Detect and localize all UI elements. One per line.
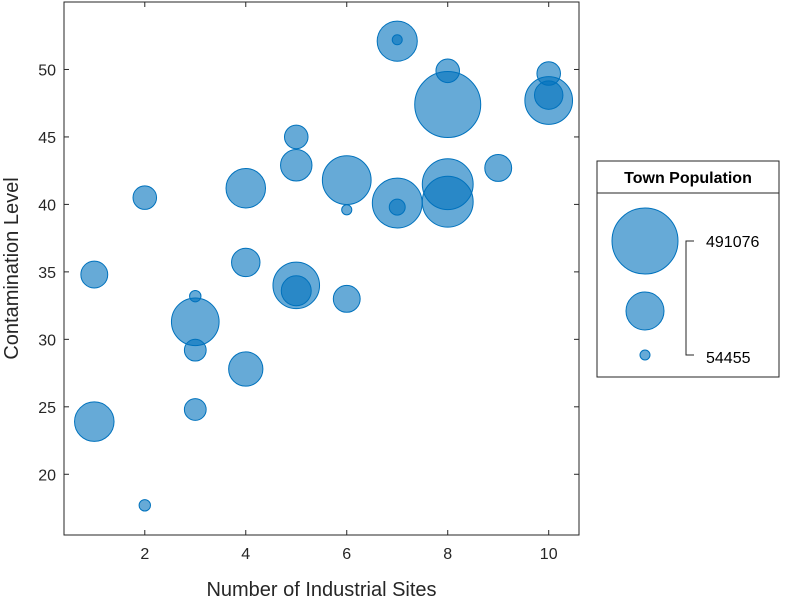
y-tick-label: 30 [38,332,56,349]
x-tick-label: 4 [241,546,250,563]
x-tick-label: 2 [140,546,149,563]
legend-title: Town Population [624,170,752,187]
y-axis-title: Contamination Level [1,177,23,359]
bubble-point-13 [421,175,474,228]
bubble-point-30 [138,499,151,512]
legend-bubble-max [611,207,679,275]
x-tick-label: 6 [342,546,351,563]
bubble-point-17 [225,167,267,209]
x-tick-label: 8 [443,546,452,563]
legend-bracket [685,240,694,356]
bubble-point-4 [414,71,482,139]
bubble-point-28 [183,398,207,421]
y-tick-label: 35 [38,265,56,282]
bubble-point-18 [132,185,158,210]
bubble-point-19 [231,247,261,278]
bubble-layer [74,20,574,512]
bubble-point-9 [280,149,313,182]
bubble-point-7 [533,80,564,110]
bubble-point-27 [228,351,264,387]
size-legend: Town Population 491076 54455 [596,160,780,378]
bubble-point-26 [183,338,207,362]
bubble-point-11 [484,154,513,182]
axes-box [63,1,580,536]
bubble-point-23 [332,284,361,313]
x-axis-title: Number of Industrial Sites [206,579,436,600]
legend-max-label: 491076 [706,234,759,251]
legend-min-label: 54455 [706,350,751,367]
bubble-point-10 [321,155,372,205]
bubble-point-16 [341,204,353,216]
bubble-point-20 [80,260,109,289]
bubble-point-15 [388,198,406,216]
y-tick-label: 50 [38,62,56,79]
y-tick-label: 45 [38,130,56,147]
y-tick-label: 25 [38,400,56,417]
legend-bubble-min [639,349,651,361]
legend-bubble-mid [625,291,665,331]
x-tick-label: 10 [540,546,558,563]
bubble-point-8 [283,124,309,150]
axis-ticks: 2 4 6 8 10 20 25 30 35 40 45 50 [38,2,579,563]
bubble-point-29 [74,401,115,442]
bubble-point-22 [280,275,312,307]
bubble-point-2 [391,34,403,46]
bubble-point-25 [170,297,220,347]
y-tick-label: 40 [38,197,56,214]
y-tick-label: 20 [38,467,56,484]
